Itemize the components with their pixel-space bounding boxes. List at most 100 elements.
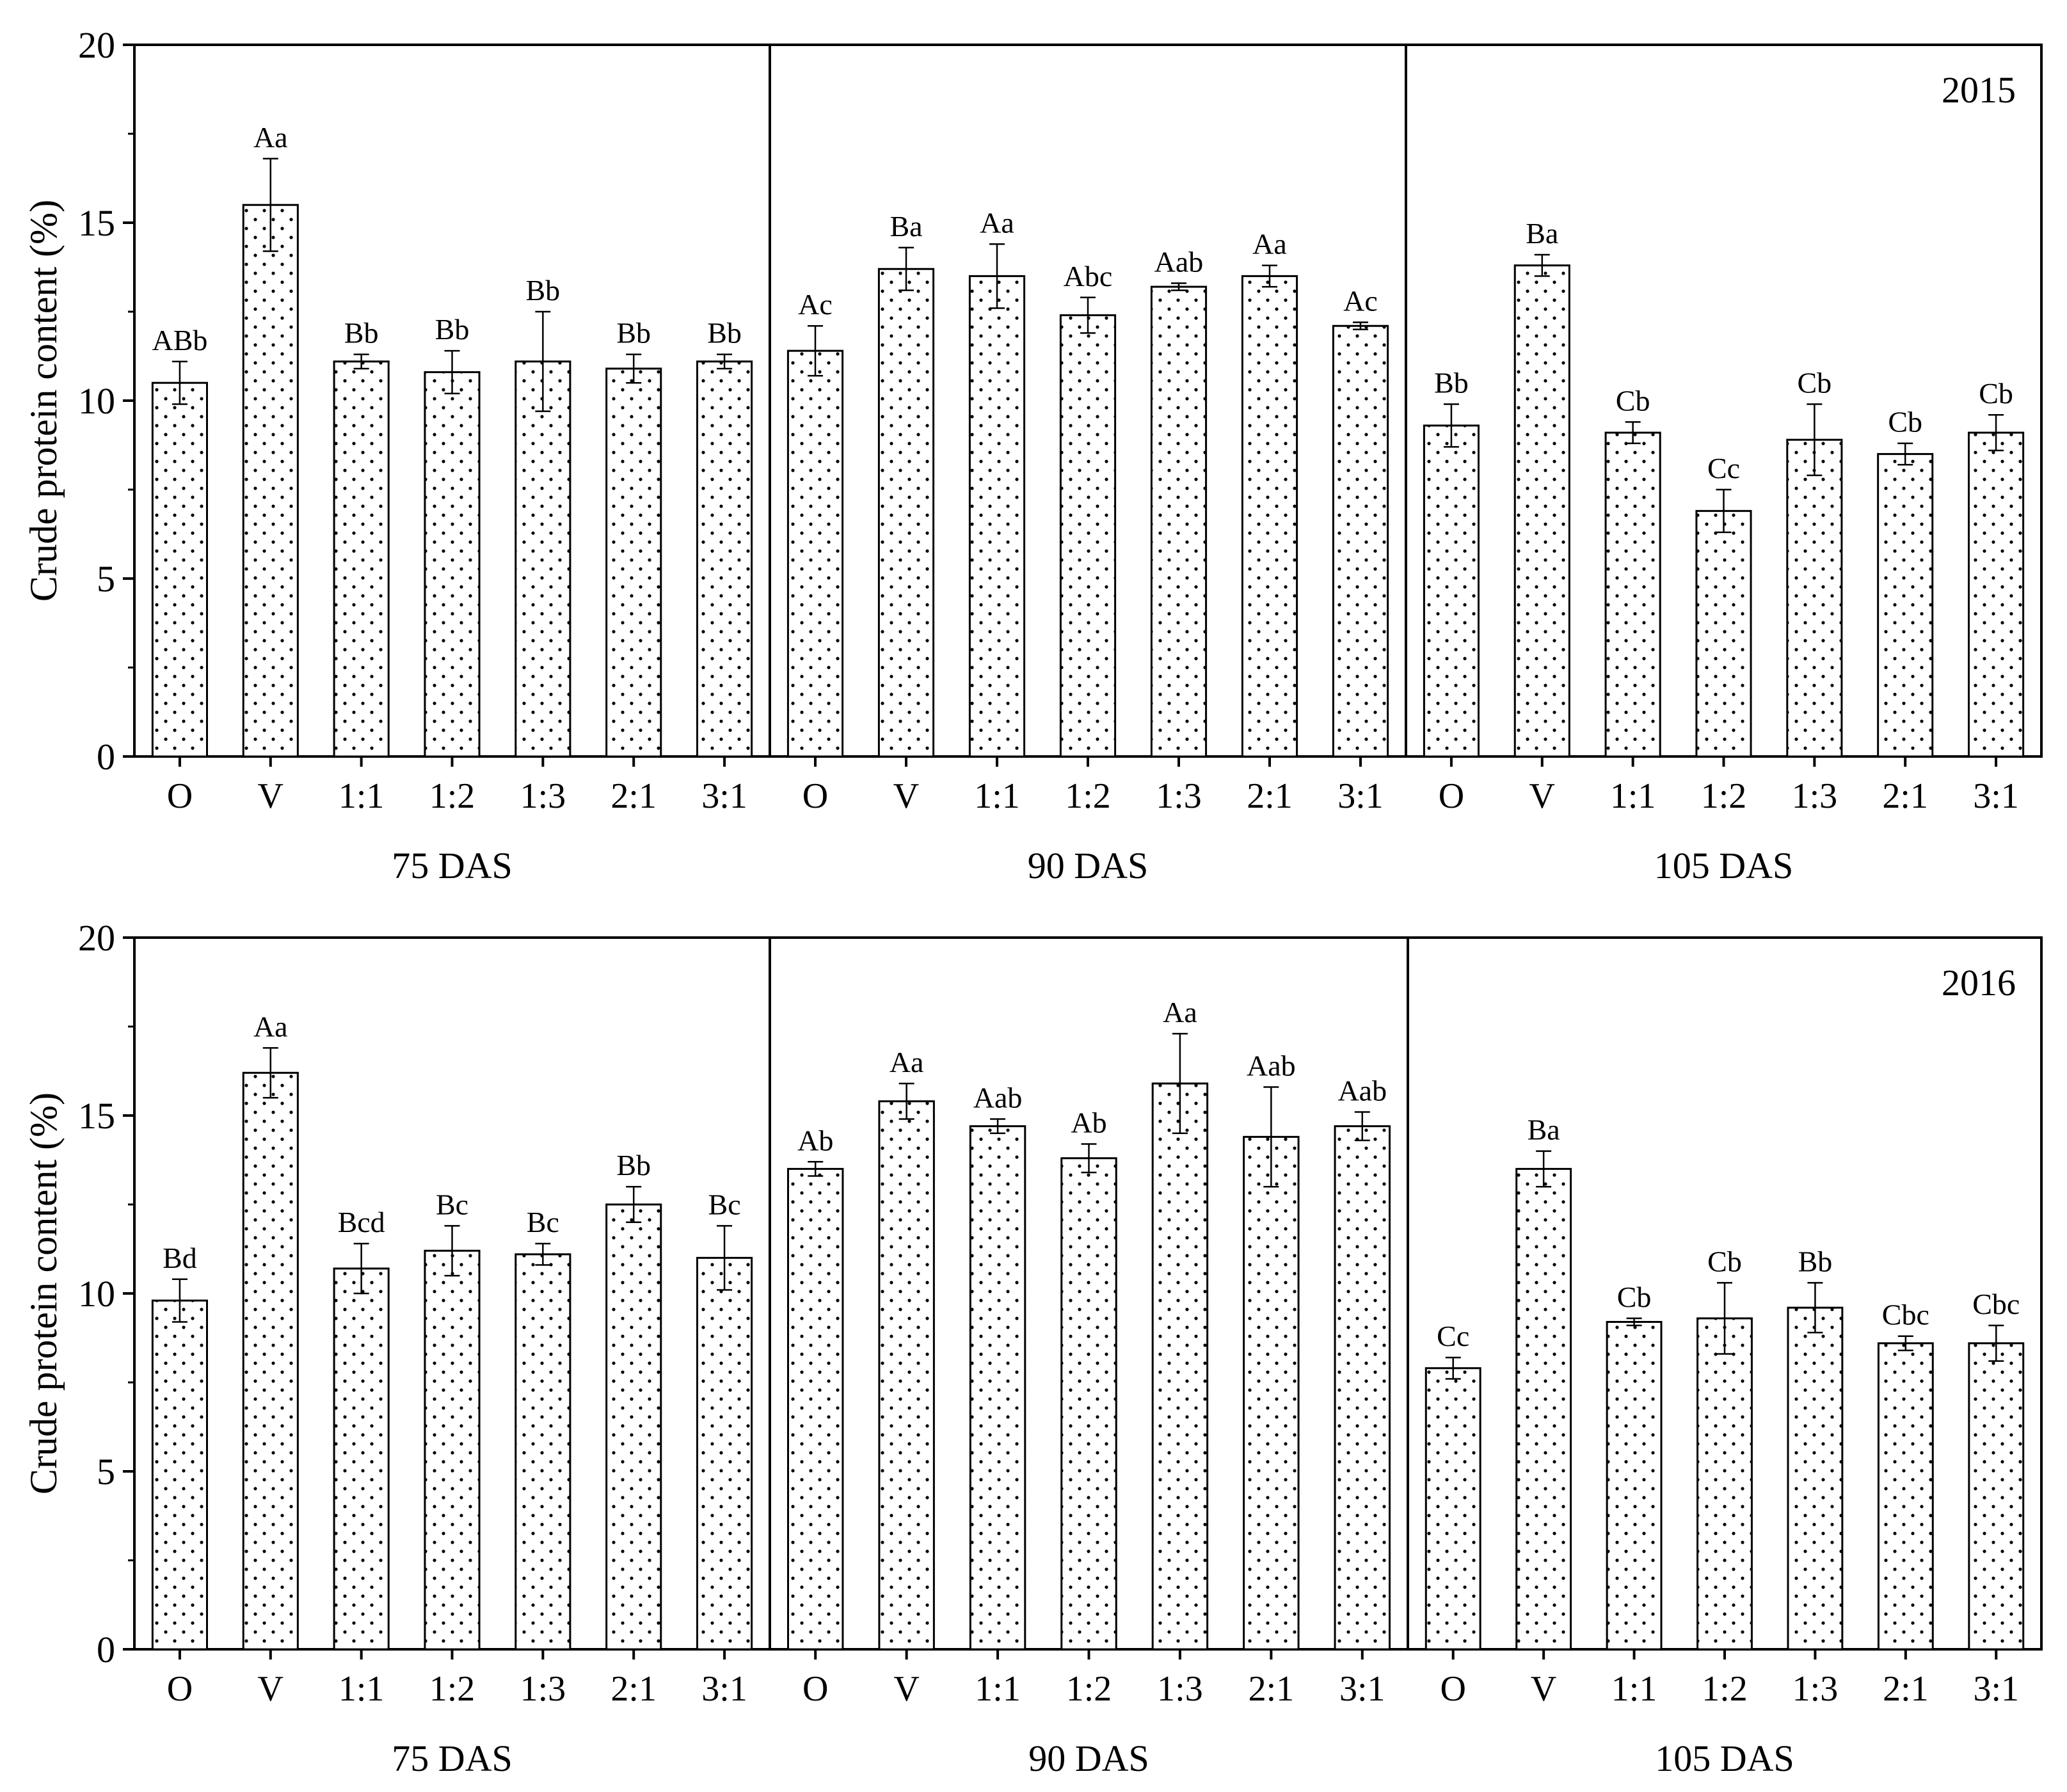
significance-letter: Ba <box>1528 1114 1560 1146</box>
category-label: 2:1 <box>611 1669 657 1709</box>
bar <box>1877 452 1934 758</box>
bar <box>786 349 844 758</box>
significance-letter: Ba <box>890 210 922 243</box>
category-label: 2:1 <box>1882 776 1928 816</box>
significance-letter: Aa <box>1163 996 1197 1028</box>
significance-letter: Cbc <box>1972 1288 2020 1320</box>
significance-letter: Bb <box>707 317 742 349</box>
significance-letter: Bc <box>708 1188 741 1220</box>
chart-panel-2016: Bd Aa Bcd Bc Bc Bb Bc Ab Aa Aab Ab Aa Aab Aab Cc Ba Cb Cb… <box>22 917 2043 1779</box>
significance-letter: Ab <box>1071 1106 1106 1139</box>
category-label: 3:1 <box>1339 1669 1385 1709</box>
category-label: O <box>167 776 193 816</box>
category-label: O <box>802 776 828 816</box>
bar <box>151 1299 208 1651</box>
bar <box>968 275 1026 758</box>
significance-letter: Ac <box>1343 285 1378 317</box>
significance-letter: Bb <box>1798 1245 1833 1277</box>
category-label: 1:2 <box>429 776 475 816</box>
category-label: 1:1 <box>339 1669 385 1709</box>
significance-letter: Aab <box>1337 1074 1387 1107</box>
significance-letter: Aa <box>980 206 1014 239</box>
category-label: V <box>258 776 283 816</box>
bar <box>1423 424 1480 758</box>
category-label: 1:3 <box>520 776 566 816</box>
bar <box>1696 1317 1753 1651</box>
y-tick-label: 15 <box>78 202 115 244</box>
y-tick-label: 10 <box>78 380 115 422</box>
y-axis-label: Crude protein content (%) <box>22 1092 65 1494</box>
y-ticks: 0 5 10 15 20 <box>78 24 134 778</box>
x-ticks: O V 1:1 1:2 1:3 2:1 3:1 75 DAS O V 1:1 1:2 1:3 2:1 3:1… <box>167 756 2019 886</box>
bar <box>1786 438 1843 758</box>
bar <box>1151 1082 1209 1651</box>
group-label: 90 DAS <box>1028 1738 1149 1779</box>
category-label: 2:1 <box>611 776 657 816</box>
category-label: 3:1 <box>1974 1669 2020 1709</box>
bar <box>1241 275 1298 758</box>
category-label: 1:3 <box>520 1669 566 1709</box>
bar <box>969 1125 1026 1651</box>
y-ticks: 0 5 10 15 20 <box>78 917 134 1670</box>
category-label: 1:1 <box>1610 776 1656 816</box>
y-tick-label: 5 <box>97 1451 115 1492</box>
significance-letter: Aa <box>253 121 288 154</box>
significance-letter: Cb <box>1798 367 1832 399</box>
category-label: 1:1 <box>339 776 385 816</box>
category-label: 1:1 <box>1611 1669 1657 1709</box>
bar <box>424 1249 481 1651</box>
bar <box>605 1203 662 1651</box>
category-label: 1:3 <box>1792 1669 1839 1709</box>
bar <box>1060 1157 1117 1651</box>
bars: Bd Aa Bcd Bc Bc Bb Bc Ab Aa Aab Ab Aa Aab Aab Cc Ba Cb Cb… <box>151 996 2025 1651</box>
bar <box>1604 431 1661 758</box>
significance-letter: Bcd <box>338 1206 385 1238</box>
bar <box>878 1100 935 1651</box>
category-label: O <box>167 1669 193 1709</box>
significance-letter: Bb <box>616 317 651 349</box>
category-label: 1:2 <box>1701 776 1747 816</box>
category-label: 3:1 <box>701 1669 747 1709</box>
bar <box>696 360 753 758</box>
y-tick-label: 5 <box>97 558 115 600</box>
category-label: 1:2 <box>429 1669 475 1709</box>
group-label: 105 DAS <box>1655 1738 1794 1779</box>
category-label: V <box>893 776 919 816</box>
y-tick-label: 10 <box>78 1273 115 1315</box>
significance-letter: Bd <box>163 1242 197 1274</box>
chart-panel-2015: ABb Aa Bb Bb Bb Bb Bb Ac Ba Aa Abc Aab Aa Ac Bb Ba Cb Cc C… <box>22 24 2043 886</box>
category-label: V <box>258 1669 283 1709</box>
significance-letter: Bc <box>436 1188 468 1220</box>
category-label: 1:3 <box>1157 1669 1203 1709</box>
x-ticks: O V 1:1 1:2 1:3 2:1 3:1 75 DAS O V 1:1 1:2 1:3 2:1 3:1… <box>167 1649 2019 1779</box>
group-label: 75 DAS <box>392 1738 513 1779</box>
y-tick-label: 20 <box>78 24 115 66</box>
category-label: 1:2 <box>1065 776 1111 816</box>
category-label: O <box>1439 776 1464 816</box>
significance-letter: ABb <box>152 324 207 356</box>
significance-letter: Bb <box>526 274 561 307</box>
significance-letter: Cb <box>1888 406 1922 438</box>
significance-letter: Cb <box>1979 377 2013 410</box>
significance-letter: Ba <box>1526 217 1558 250</box>
category-label: 2:1 <box>1247 776 1293 816</box>
bar <box>1150 285 1208 758</box>
bar <box>1968 431 2025 758</box>
group-label: 105 DAS <box>1654 845 1794 886</box>
category-label: 3:1 <box>701 776 747 816</box>
y-tick-label: 15 <box>78 1095 115 1137</box>
bar <box>696 1256 753 1651</box>
bar <box>1059 314 1117 758</box>
significance-letter: Bc <box>527 1206 559 1238</box>
category-label: 1:1 <box>975 1669 1021 1709</box>
category-label: V <box>1529 776 1555 816</box>
significance-letter: Bb <box>344 317 379 349</box>
category-label: V <box>893 1669 919 1709</box>
category-label: O <box>1440 1669 1465 1709</box>
year-label: 2015 <box>1942 69 2016 111</box>
significance-letter: Aab <box>1247 1050 1296 1082</box>
category-label: V <box>1531 1669 1556 1709</box>
significance-letter: Aa <box>1252 228 1287 260</box>
significance-letter: Ac <box>798 288 833 321</box>
